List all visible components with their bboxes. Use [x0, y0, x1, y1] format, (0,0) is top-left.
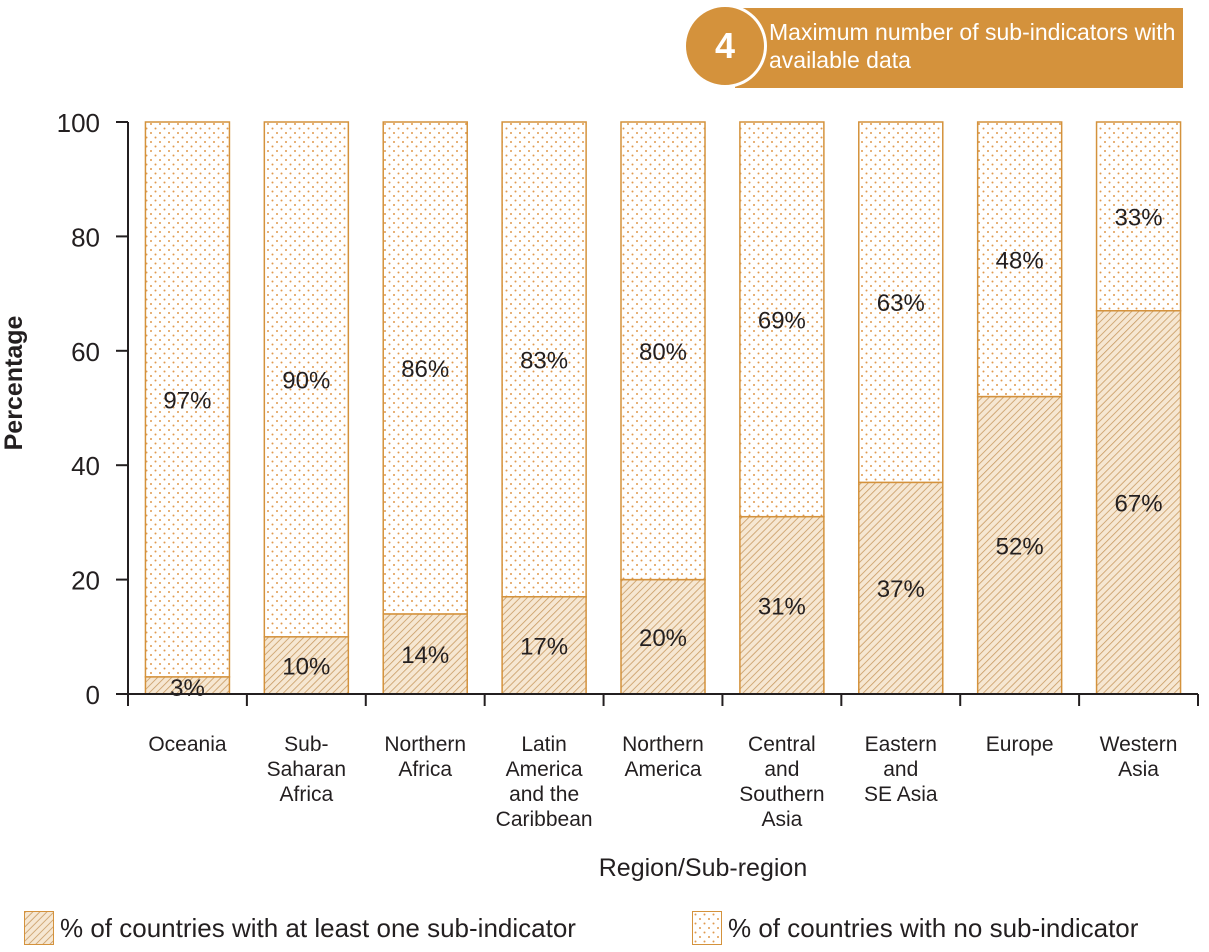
bars: [144, 121, 1182, 695]
bar-without-2: [382, 121, 468, 615]
legend-label-with-sub-indicator: % of countries with at least one sub-ind…: [60, 912, 576, 943]
data-label-without-1: 90%: [282, 367, 330, 394]
data-label-with-7: 52%: [996, 533, 1044, 560]
bar-without-6: [858, 121, 944, 484]
data-label-without-2: 86%: [401, 356, 449, 383]
x-tick-label-6: Eastern and SE Asia: [864, 733, 938, 806]
x-tick-label-5: Central and Southern Asia: [739, 733, 824, 831]
bar-without-5: [739, 121, 825, 518]
y-tick-label-0: 0: [86, 680, 100, 710]
bar-without-7: [976, 121, 1063, 398]
bar-without-8: [1095, 121, 1182, 312]
badge-number: 4: [683, 4, 767, 88]
x-tick-label-4: Northern America: [622, 733, 704, 781]
x-axis-title: Region/Sub-region: [599, 854, 807, 882]
legend-swatch-hatch: [24, 911, 54, 945]
data-labels: 3% 97% 10% 90% 14% 86% 17% 83% 20% 80% 31% 69% 37% 63…: [163, 204, 1162, 702]
bar-with-4: [620, 578, 706, 695]
bar-with-2: [382, 613, 468, 695]
y-tick-label-3: 60: [71, 337, 100, 367]
data-label-with-4: 20%: [639, 625, 687, 652]
data-label-with-5: 31%: [758, 593, 806, 620]
y-axis-title: Percentage: [0, 316, 28, 451]
legend-swatch-dots: [692, 911, 722, 945]
y-tick-label-2: 40: [71, 451, 100, 481]
x-tick-label-7: Europe: [986, 733, 1054, 756]
badge-band: [735, 8, 1183, 88]
data-label-with-2: 14%: [401, 642, 449, 669]
data-label-without-6: 63%: [877, 290, 925, 317]
data-label-with-1: 10%: [282, 653, 330, 680]
x-tick-label-3: Latin America and the Caribbean: [496, 733, 593, 831]
bar-with-5: [739, 515, 825, 695]
y-tick-label-4: 80: [71, 222, 100, 252]
bar-with-8: [1095, 310, 1182, 695]
badge-text: Maximum number of sub-indicators with av…: [769, 19, 1176, 73]
bar-without-3: [501, 121, 587, 598]
bar-without-4: [620, 121, 706, 581]
data-label-without-3: 83%: [520, 347, 568, 374]
legend-item-no-sub-indicator: % of countries with no sub-indicator: [692, 908, 1138, 948]
y-tick-label-5: 100: [57, 108, 100, 138]
data-label-with-6: 37%: [877, 576, 925, 603]
data-label-without-7: 48%: [996, 247, 1044, 274]
data-label-without-5: 69%: [758, 307, 806, 334]
x-tick-label-0: Oceania: [148, 733, 227, 756]
bar-with-7: [976, 395, 1063, 695]
legend-item-with-sub-indicator: % of countries with at least one sub-ind…: [24, 908, 576, 948]
axes: Oceania Sub-Saharan Africa Northern Africa La…: [0, 108, 1199, 882]
data-label-with-8: 67%: [1115, 490, 1163, 517]
bar-with-3: [501, 596, 587, 695]
x-tick-label-1: Sub-Saharan Africa: [267, 733, 346, 806]
data-label-with-0: 3%: [170, 675, 205, 702]
bar-without-0: [144, 121, 231, 678]
data-label-without-0: 97%: [163, 387, 211, 414]
data-label-without-4: 80%: [639, 339, 687, 366]
y-tick-label-1: 20: [71, 566, 100, 596]
legend-label-no-sub-indicator: % of countries with no sub-indicator: [728, 912, 1139, 943]
bar-with-6: [858, 481, 944, 695]
badge: 4 Maximum number of sub-indicators with …: [683, 4, 1183, 88]
stacked-bar-chart: Oceania Sub-Saharan Africa Northern Africa La…: [0, 108, 1199, 882]
bar-without-1: [263, 121, 350, 638]
x-tick-label-2: Northern Africa: [384, 733, 466, 781]
x-tick-label-8: Western Asia: [1100, 733, 1178, 781]
data-label-without-8: 33%: [1115, 204, 1163, 231]
data-label-with-3: 17%: [520, 633, 568, 660]
